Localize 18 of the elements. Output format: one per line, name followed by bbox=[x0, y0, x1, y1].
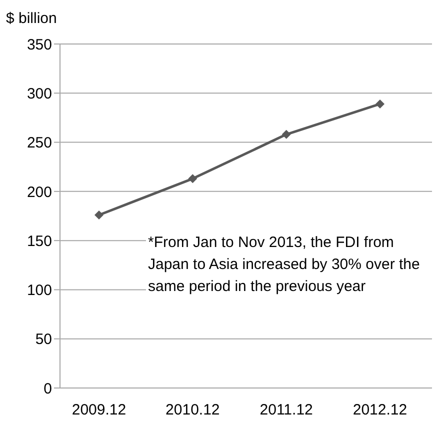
x-tick-label: 2012.12 bbox=[352, 402, 408, 419]
y-tick-label: 50 bbox=[35, 331, 52, 348]
point bbox=[376, 99, 384, 108]
x-tick-label: 2010.12 bbox=[166, 402, 220, 419]
x-tick-label: 2011.12 bbox=[260, 402, 313, 419]
y-tick-label: 200 bbox=[26, 184, 52, 201]
y-tick-label: 300 bbox=[26, 85, 52, 102]
y-tick-label: 250 bbox=[26, 134, 52, 152]
point bbox=[94, 210, 104, 220]
y-tick-label: 100 bbox=[26, 282, 52, 300]
y-tick-label: 150 bbox=[26, 232, 52, 250]
y-axis-title: $ billion bbox=[6, 10, 57, 27]
annotation: *From Jan to Nov 2013, the FDI from Japan to Asia increased by 30% over the same period in the previous year bbox=[146, 232, 434, 298]
point bbox=[188, 174, 198, 184]
y-tick-label: 0 bbox=[44, 380, 52, 398]
y-tick-label: 350 bbox=[26, 36, 52, 54]
point bbox=[282, 130, 291, 139]
x-tick-label: 2009.12 bbox=[72, 402, 126, 419]
